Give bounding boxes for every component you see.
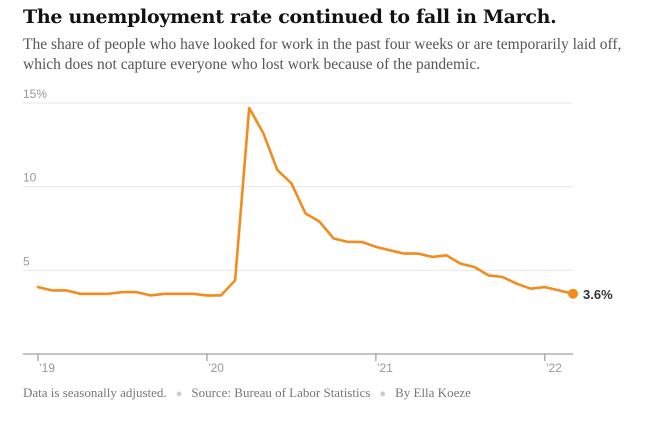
y-tick-label: 5 [23, 254, 30, 268]
x-tick-label: ’21 [377, 361, 393, 375]
end-point-marker [568, 288, 578, 299]
chart-subtitle: The share of people who have looked for … [23, 36, 622, 73]
chart-title: The unemployment rate continued to fall … [23, 6, 557, 28]
x-tick-label: ’22 [546, 361, 562, 375]
x-tick-label: ’19 [39, 361, 55, 375]
end-value-label: 3.6% [583, 287, 613, 302]
y-tick-label: 15% [23, 87, 47, 101]
chart-footer: Data is seasonally adjusted. ● Source: Bur… [23, 385, 471, 401]
footnote: Data is seasonally adjusted. [23, 385, 167, 400]
source-credit: Source: Bureau of Labor Statistics [191, 385, 371, 400]
byline: By Ella Koeze [395, 385, 471, 400]
x-axis: ’19 ’20 ’21 ’22 [23, 353, 573, 375]
y-tick-label: 10 [23, 171, 37, 185]
line-chart: 15% 10 5 ’19 ’20 ’21 ’22 3.6% [23, 87, 613, 375]
unemployment-line [36, 106, 575, 297]
x-tick-label: ’20 [208, 361, 224, 375]
gridlines: 15% 10 5 [23, 87, 573, 271]
separator-dot: ● [175, 388, 183, 400]
series-layer: 3.6% [36, 106, 613, 302]
separator-dot: ● [379, 388, 387, 400]
